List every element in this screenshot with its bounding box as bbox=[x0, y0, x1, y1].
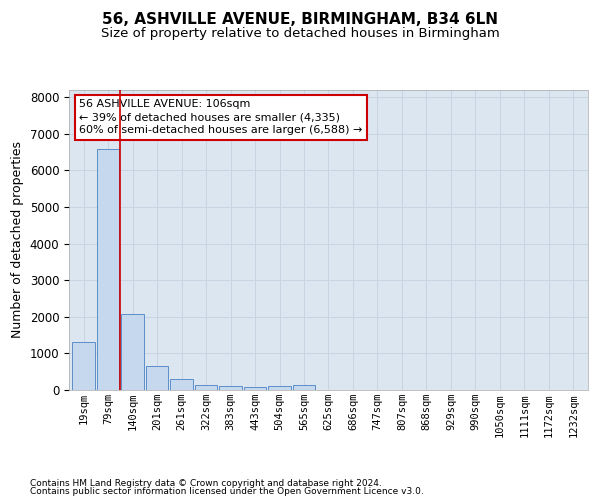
Text: Contains public sector information licensed under the Open Government Licence v3: Contains public sector information licen… bbox=[30, 487, 424, 496]
Bar bbox=[268, 386, 291, 390]
Y-axis label: Number of detached properties: Number of detached properties bbox=[11, 142, 24, 338]
Text: 56, ASHVILLE AVENUE, BIRMINGHAM, B34 6LN: 56, ASHVILLE AVENUE, BIRMINGHAM, B34 6LN bbox=[102, 12, 498, 28]
Bar bbox=[146, 366, 169, 390]
Bar bbox=[220, 386, 242, 390]
Text: Size of property relative to detached houses in Birmingham: Size of property relative to detached ho… bbox=[101, 28, 499, 40]
Bar bbox=[293, 385, 315, 390]
Bar bbox=[73, 342, 95, 390]
Bar bbox=[97, 150, 119, 390]
Bar bbox=[244, 386, 266, 390]
Bar bbox=[121, 314, 144, 390]
Text: Contains HM Land Registry data © Crown copyright and database right 2024.: Contains HM Land Registry data © Crown c… bbox=[30, 478, 382, 488]
Text: 56 ASHVILLE AVENUE: 106sqm
← 39% of detached houses are smaller (4,335)
60% of s: 56 ASHVILLE AVENUE: 106sqm ← 39% of deta… bbox=[79, 99, 363, 136]
Bar bbox=[170, 380, 193, 390]
Bar bbox=[195, 385, 217, 390]
